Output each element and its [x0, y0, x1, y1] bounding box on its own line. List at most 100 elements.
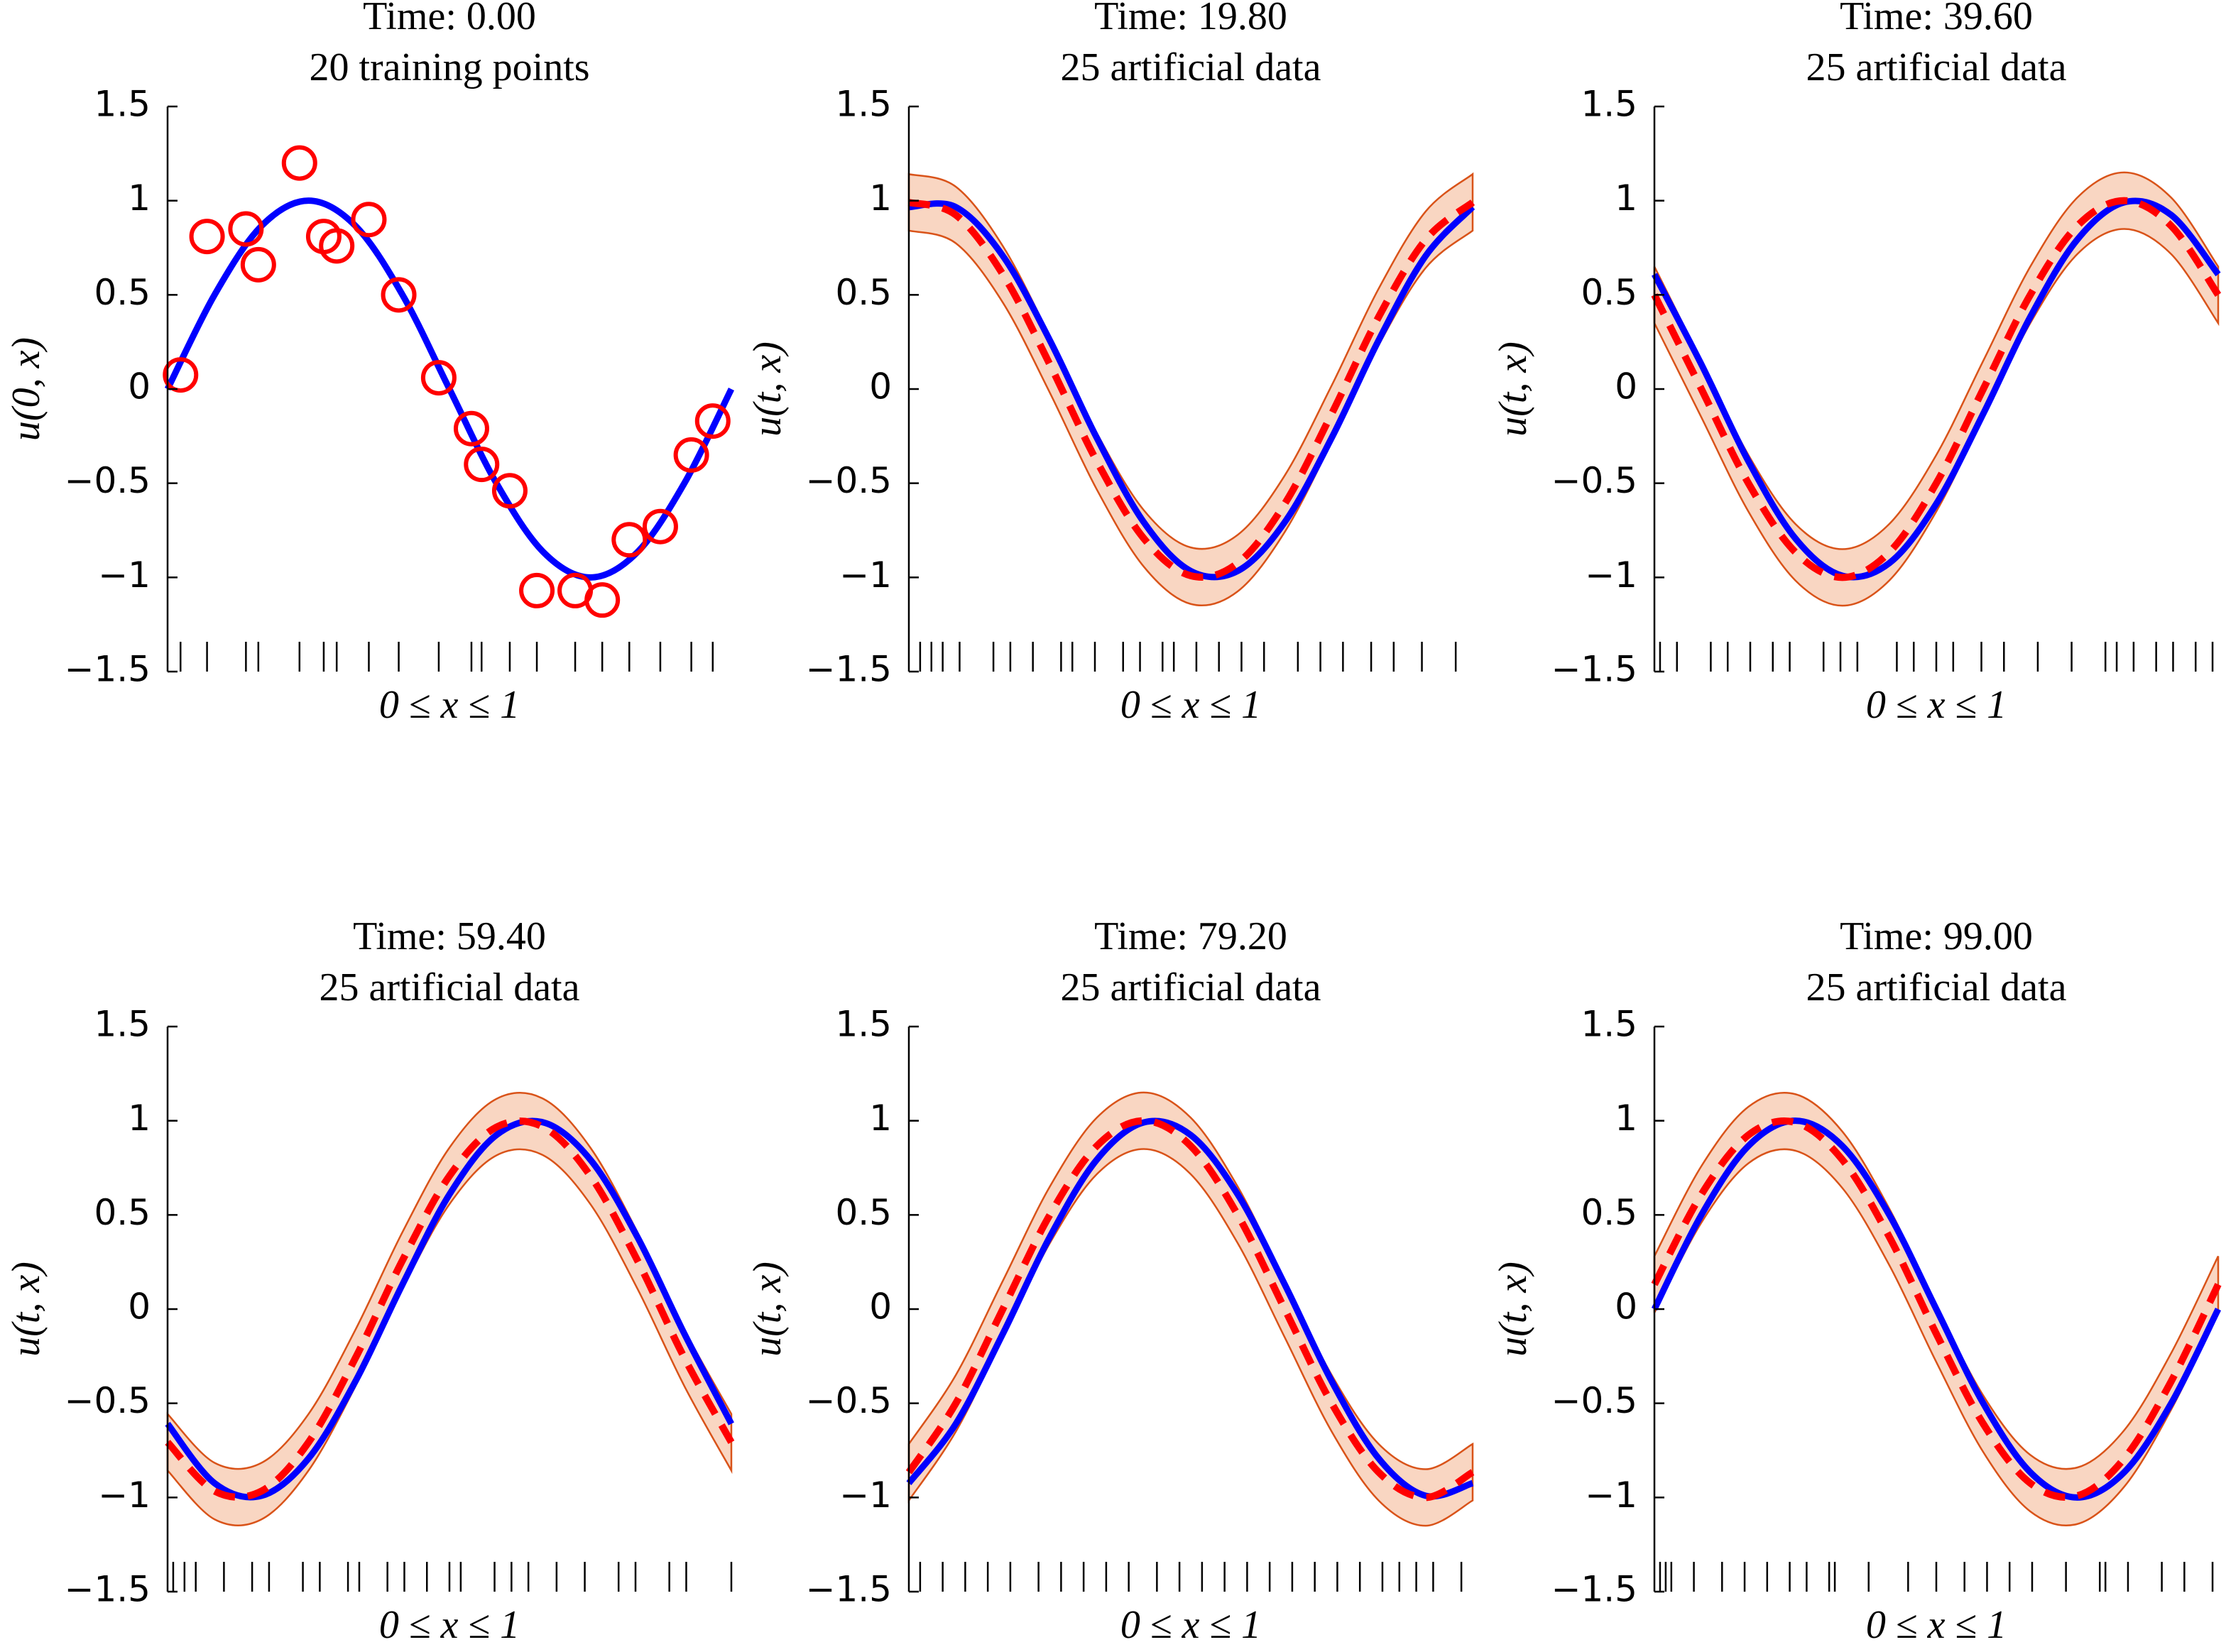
y-tick-label: −0.5	[1551, 460, 1637, 501]
y-tick-label: 1	[1615, 177, 1637, 219]
training-point	[189, 219, 225, 255]
x-axis-label: 0 ≤ x ≤ 1	[379, 1603, 520, 1647]
panel-subtitle: 25 artificial data	[320, 966, 580, 1010]
y-tick-label: 0.5	[1581, 1192, 1637, 1233]
training-point	[351, 202, 387, 238]
y-tick-label: −1	[1585, 554, 1637, 596]
mean-line	[905, 1117, 1475, 1501]
panel: Time: 99.00 25 artificial data 0 ≤ x ≤ 1 u(…	[1491, 914, 2222, 1647]
y-tick-label: 0	[128, 1286, 151, 1328]
training-point	[420, 360, 457, 396]
y-tick-label: 1	[869, 177, 892, 219]
exact-line	[1652, 197, 2221, 581]
training-point	[319, 228, 355, 264]
confidence-band	[907, 1091, 1474, 1527]
panel: Time: 0.00 20 training points 0 ≤ x ≤ 1 u(0…	[4, 0, 735, 727]
panel-title: Time: 79.20	[1094, 914, 1287, 958]
y-tick-label: 0	[869, 1286, 892, 1328]
y-tick-label: 0.5	[94, 1192, 151, 1233]
y-tick-label: −1	[98, 554, 151, 596]
exact-line	[165, 1117, 734, 1501]
x-axis-label: 0 ≤ x ≤ 1	[1120, 683, 1261, 727]
y-tick-label: 1.5	[94, 84, 151, 125]
x-axis-label: 0 ≤ x ≤ 1	[1120, 1603, 1261, 1647]
y-tick-label: 1	[1615, 1098, 1637, 1139]
y-axis-label: u(t, x)	[746, 341, 790, 437]
y-tick-label: 0	[1615, 366, 1637, 407]
y-tick-label: −1.5	[1551, 649, 1637, 690]
y-tick-label: −0.5	[806, 460, 892, 501]
mean-line	[1651, 197, 2222, 581]
y-tick-label: 0	[869, 366, 892, 407]
training-point	[381, 277, 417, 313]
y-axis-label: u(0, x)	[4, 337, 48, 441]
panel-subtitle: 25 artificial data	[1806, 45, 2067, 89]
panel: Time: 79.20 25 artificial data 0 ≤ x ≤ 1 u(…	[746, 914, 1475, 1647]
training-point	[694, 403, 731, 439]
y-tick-label: 0	[1615, 1286, 1637, 1328]
training-point	[611, 522, 648, 558]
panel-subtitle: 25 artificial data	[1061, 966, 1321, 1010]
panel: Time: 19.80 25 artificial data 0 ≤ x ≤ 1 u(…	[746, 0, 1475, 727]
training-point	[453, 410, 489, 447]
y-tick-label: −1.5	[806, 1569, 892, 1610]
y-tick-label: 1.5	[94, 1004, 151, 1045]
y-tick-label: −1	[98, 1475, 151, 1516]
y-tick-label: −0.5	[1551, 1380, 1637, 1421]
y-axis-label: u(t, x)	[1491, 341, 1535, 437]
y-tick-label: 1	[128, 1098, 151, 1139]
y-tick-label: 0.5	[835, 272, 892, 313]
panel: Time: 59.40 25 artificial data 0 ≤ x ≤ 1 u(…	[4, 914, 735, 1647]
training-point	[673, 437, 709, 473]
x-axis-label: 0 ≤ x ≤ 1	[1866, 1603, 2007, 1647]
mean-line	[165, 1117, 735, 1501]
y-tick-label: −0.5	[65, 1380, 151, 1421]
panel-title: Time: 19.80	[1094, 0, 1287, 38]
training-point	[519, 572, 555, 608]
panel-title: Time: 99.00	[1840, 914, 2033, 958]
y-tick-label: −1.5	[65, 1569, 151, 1610]
y-tick-label: 1	[869, 1098, 892, 1139]
mean-line	[907, 199, 1475, 581]
y-tick-label: 1.5	[835, 84, 892, 125]
training-point	[464, 447, 500, 483]
confidence-band	[166, 1092, 733, 1526]
exact-line	[908, 200, 1475, 581]
y-axis-label: u(t, x)	[746, 1262, 790, 1357]
y-tick-label: −1	[839, 554, 892, 596]
training-point	[281, 145, 317, 181]
x-axis-label: 0 ≤ x ≤ 1	[379, 683, 520, 727]
training-point	[228, 211, 264, 247]
y-tick-label: −1	[839, 1475, 892, 1516]
y-tick-label: 1	[128, 177, 151, 219]
exact-line	[906, 1117, 1474, 1500]
panel: Time: 39.60 25 artificial data 0 ≤ x ≤ 1 u(…	[1491, 0, 2222, 727]
mean-line	[1651, 1117, 2222, 1501]
panel-subtitle: 20 training points	[309, 45, 589, 89]
panel-subtitle: 25 artificial data	[1806, 966, 2067, 1010]
y-tick-label: −1	[1585, 1475, 1637, 1516]
y-tick-label: 0	[128, 366, 151, 407]
y-tick-label: 1.5	[835, 1004, 892, 1045]
y-axis-label: u(t, x)	[1491, 1262, 1535, 1357]
confidence-band	[1653, 171, 2220, 607]
panel-title: Time: 59.40	[353, 914, 546, 958]
y-tick-label: −0.5	[806, 1380, 892, 1421]
panel-subtitle: 25 artificial data	[1061, 45, 1321, 89]
y-tick-label: −0.5	[65, 460, 151, 501]
training-point	[584, 582, 621, 618]
y-tick-label: 0.5	[1581, 272, 1637, 313]
training-point	[491, 473, 528, 509]
y-tick-label: −1.5	[1551, 1569, 1637, 1610]
training-point	[642, 508, 678, 545]
y-tick-label: −1.5	[65, 649, 151, 690]
y-tick-label: 1.5	[1581, 84, 1637, 125]
x-axis-label: 0 ≤ x ≤ 1	[1866, 683, 2007, 727]
y-tick-label: 1.5	[1581, 1004, 1637, 1045]
exact-line	[1651, 1117, 2222, 1501]
y-tick-label: 0.5	[835, 1192, 892, 1233]
y-axis-label: u(t, x)	[4, 1262, 48, 1357]
y-tick-label: 0.5	[94, 272, 151, 313]
training-point	[240, 246, 276, 283]
